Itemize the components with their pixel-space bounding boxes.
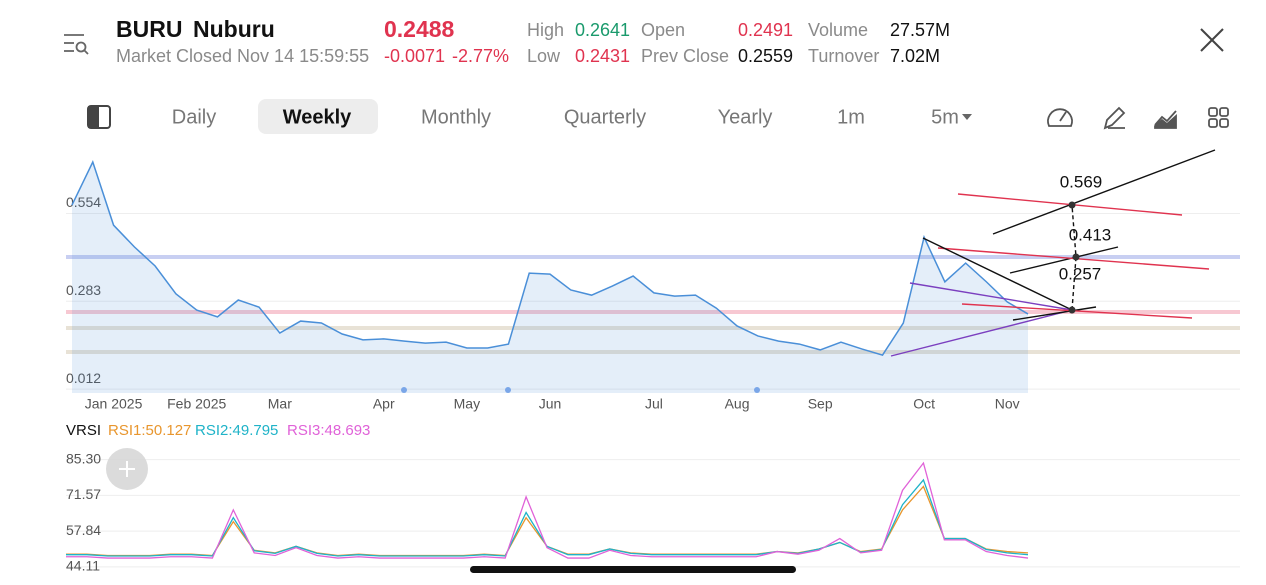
x-tick-label: Jan 2025 bbox=[85, 396, 143, 412]
tab[interactable]: Monthly bbox=[421, 106, 491, 128]
stat-label: Open bbox=[641, 20, 685, 40]
symbol: BURU bbox=[116, 16, 182, 42]
y-tick-label: 0.283 bbox=[66, 282, 101, 298]
price-area bbox=[72, 161, 1028, 393]
x-tick-label: Aug bbox=[725, 396, 750, 412]
stat-value: 0.2431 bbox=[575, 46, 630, 66]
trend-drawings bbox=[890, 149, 1216, 357]
y-tick-label: 57.84 bbox=[66, 522, 101, 538]
x-tick-label: Jul bbox=[645, 396, 663, 412]
x-tick-label: Jun bbox=[539, 396, 562, 412]
home-indicator bbox=[470, 566, 796, 573]
annotations: 0.569 0.413 0.257 bbox=[1059, 172, 1112, 283]
x-tick-label: Nov bbox=[995, 396, 1020, 412]
x-tick-label: May bbox=[454, 396, 480, 412]
stat-value: 7.02M bbox=[890, 46, 940, 66]
x-tick-label: Mar bbox=[268, 396, 292, 412]
tab[interactable]: 1m bbox=[837, 106, 865, 128]
legend-entry: RSI3:48.693 bbox=[287, 422, 370, 439]
legend-entry: RSI1:50.127 bbox=[108, 422, 191, 439]
indicator-icon[interactable] bbox=[1047, 108, 1073, 127]
stat-value: 0.2641 bbox=[575, 20, 630, 40]
y-tick-label: 85.30 bbox=[66, 450, 101, 466]
tab-active[interactable]: Weekly bbox=[283, 106, 352, 128]
stat-label: Prev Close bbox=[641, 46, 729, 66]
x-tick-label: Feb 2025 bbox=[167, 396, 226, 412]
close-button[interactable] bbox=[1200, 28, 1224, 52]
tab[interactable]: 5m bbox=[931, 106, 959, 128]
stat-value: 0.2559 bbox=[738, 46, 793, 66]
change: -0.0071 bbox=[384, 46, 445, 66]
dropdown-arrow bbox=[962, 114, 972, 120]
y-tick-label: 71.57 bbox=[66, 486, 101, 502]
annotation-label: 0.413 bbox=[1069, 225, 1112, 244]
price-line bbox=[71, 159, 1029, 356]
drawing-bands bbox=[66, 255, 1240, 354]
chart-type-icon[interactable] bbox=[1154, 110, 1177, 129]
market-status: Market Closed Nov 14 15:59:55 bbox=[116, 46, 369, 66]
y-tick-label: 0.012 bbox=[66, 370, 101, 386]
company-name: Nuburu bbox=[193, 16, 275, 42]
rsi-line bbox=[66, 461, 1029, 559]
annotation-label: 0.569 bbox=[1060, 172, 1103, 191]
y-tick-label: 44.11 bbox=[66, 558, 100, 574]
event-markers[interactable] bbox=[401, 387, 760, 393]
price: 0.2488 bbox=[384, 16, 455, 42]
stat-label: Turnover bbox=[808, 46, 879, 66]
stat-label: High bbox=[527, 20, 564, 40]
tab[interactable]: Quarterly bbox=[564, 106, 646, 128]
stat-value: 0.2491 bbox=[738, 20, 793, 40]
x-tick-label: Sep bbox=[808, 396, 833, 412]
draw-icon[interactable] bbox=[1103, 106, 1126, 130]
annotation-label: 0.257 bbox=[1059, 264, 1102, 283]
x-tick-label: Oct bbox=[913, 396, 935, 412]
tab[interactable]: Yearly bbox=[718, 106, 773, 128]
layout-toggle[interactable] bbox=[87, 105, 111, 129]
indicator-title: VRSI bbox=[66, 422, 101, 439]
tab[interactable]: Daily bbox=[172, 106, 216, 128]
change-pct: -2.77% bbox=[452, 46, 509, 66]
tab-highlight bbox=[258, 99, 378, 134]
more-icon[interactable] bbox=[1208, 107, 1229, 128]
add-indicator[interactable] bbox=[106, 448, 148, 490]
legend-entry: RSI2:49.795 bbox=[195, 422, 278, 439]
menu-icon[interactable] bbox=[64, 34, 89, 55]
x-tick-label: Apr bbox=[373, 396, 395, 412]
stat-label: Low bbox=[527, 46, 561, 66]
stat-label: Volume bbox=[808, 20, 868, 40]
stat-value: 27.57M bbox=[890, 20, 950, 40]
